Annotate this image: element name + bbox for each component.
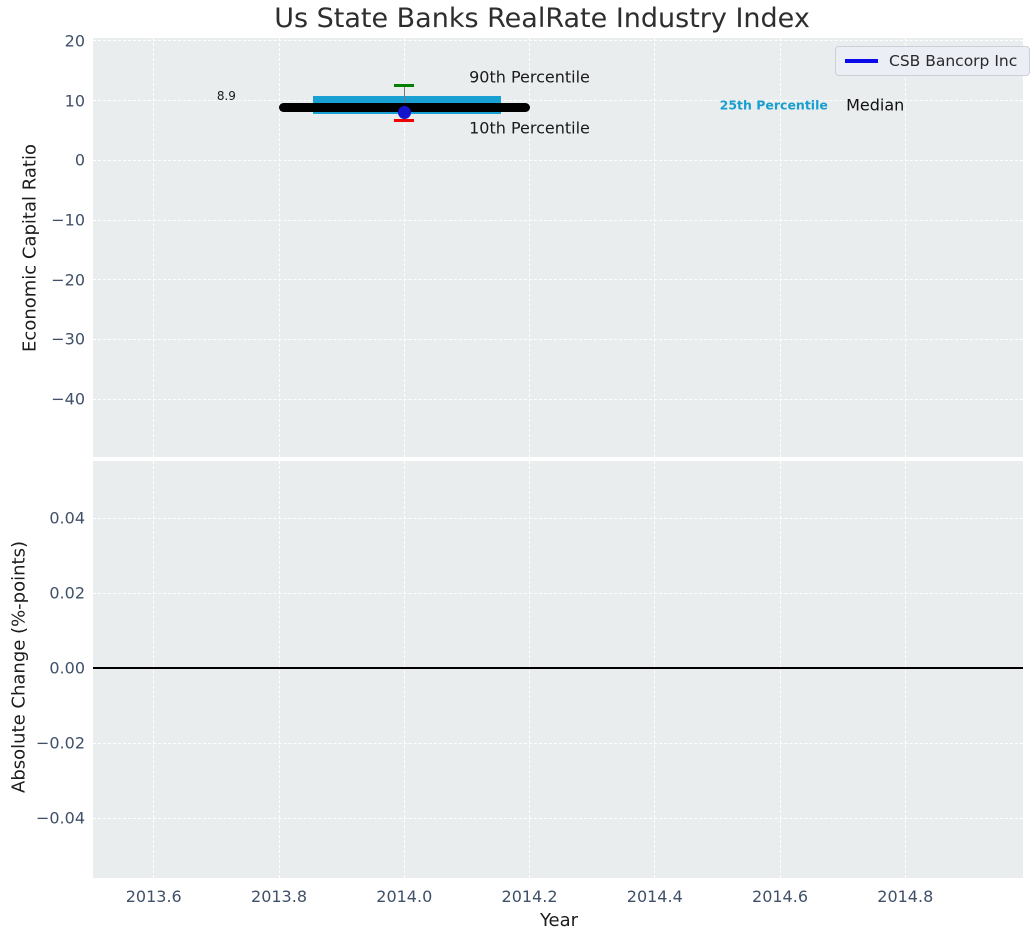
gridline-horizontal <box>93 159 1023 161</box>
top-y-axis-label: Economic Capital Ratio <box>19 144 41 352</box>
gridline-vertical <box>654 38 656 457</box>
legend: CSB Bancorp Inc <box>835 46 1031 76</box>
gridline-horizontal <box>93 40 1023 42</box>
gridline-horizontal <box>93 817 1023 819</box>
gridline-horizontal <box>93 517 1023 519</box>
bottom-plot-area <box>93 461 1023 878</box>
x-tick-label: 2014.8 <box>877 887 934 906</box>
gridline-vertical <box>153 38 155 457</box>
industry-p10-cap <box>394 118 415 122</box>
annotation-median: Median <box>846 95 905 115</box>
gridline-horizontal <box>93 100 1023 102</box>
x-tick-label: 2014.4 <box>626 887 683 906</box>
y-tick-label: −40 <box>51 389 85 409</box>
legend-line-icon <box>845 59 878 63</box>
gridline-vertical <box>278 461 280 878</box>
gridline-horizontal <box>93 742 1023 744</box>
gridline-vertical <box>529 461 530 878</box>
x-tick-label: 2014.2 <box>501 887 558 906</box>
annotation-10th-percentile: 10th Percentile <box>469 118 590 138</box>
gridline-horizontal <box>93 592 1023 594</box>
y-tick-label: −20 <box>51 270 85 290</box>
gridline-vertical <box>904 461 906 878</box>
y-tick-label: −0.04 <box>35 808 85 828</box>
bottom-y-axis-label: Absolute Change (%-points) <box>8 541 30 793</box>
y-tick-label: 0.02 <box>49 583 85 603</box>
y-tick-label: −0.02 <box>35 733 85 753</box>
gridline-horizontal <box>93 338 1023 340</box>
top-plot-area <box>93 38 1023 457</box>
gridline-horizontal <box>93 398 1023 400</box>
zero-line <box>93 667 1023 669</box>
gridline-vertical <box>779 38 781 457</box>
x-tick-label: 2014.6 <box>752 887 808 906</box>
company-data-point <box>397 106 411 120</box>
x-axis-label: Year <box>539 910 579 931</box>
gridline-vertical <box>403 38 405 457</box>
y-tick-label: 20 <box>64 31 85 51</box>
gridline-horizontal <box>93 219 1023 221</box>
gridline-vertical <box>529 38 530 457</box>
y-tick-label: 0.04 <box>49 508 85 528</box>
annotation-25th-percentile: 25th Percentile <box>719 97 828 113</box>
gridline-vertical <box>403 461 405 878</box>
y-tick-label: −30 <box>51 329 85 349</box>
gridline-vertical <box>654 461 656 878</box>
y-tick-label: 0.00 <box>49 658 85 678</box>
gridline-vertical <box>779 461 781 878</box>
x-tick-label: 2013.6 <box>125 887 182 906</box>
y-tick-label: 0 <box>74 150 85 170</box>
annotation-90th-percentile: 90th Percentile <box>469 67 590 87</box>
gridline-vertical <box>278 38 280 457</box>
annotation-8-9: 8.9 <box>216 89 236 104</box>
y-tick-label: −10 <box>51 210 85 230</box>
chart-title: Us State Banks RealRate Industry Index <box>274 3 810 34</box>
gridline-vertical <box>153 461 155 878</box>
industry-p90-cap <box>394 84 415 88</box>
x-tick-label: 2013.8 <box>251 887 307 906</box>
x-tick-label: 2014.0 <box>376 887 433 906</box>
gridline-vertical <box>904 38 906 457</box>
gridline-horizontal <box>93 279 1023 281</box>
legend-label: CSB Bancorp Inc <box>889 52 1018 70</box>
y-tick-label: 10 <box>64 91 85 111</box>
